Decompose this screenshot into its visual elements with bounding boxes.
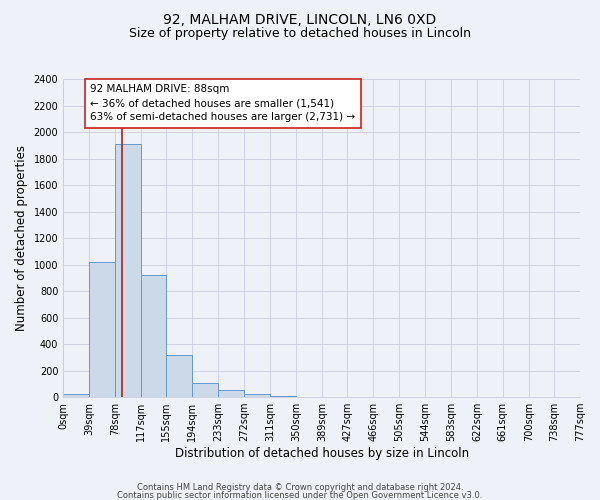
- Bar: [218, 390, 244, 397]
- Text: 92, MALHAM DRIVE, LINCOLN, LN6 0XD: 92, MALHAM DRIVE, LINCOLN, LN6 0XD: [163, 12, 437, 26]
- Text: 92 MALHAM DRIVE: 88sqm
← 36% of detached houses are smaller (1,541)
63% of semi-: 92 MALHAM DRIVE: 88sqm ← 36% of detached…: [91, 84, 356, 122]
- Bar: [141, 275, 166, 397]
- Text: Size of property relative to detached houses in Lincoln: Size of property relative to detached ho…: [129, 28, 471, 40]
- Text: Contains HM Land Registry data © Crown copyright and database right 2024.: Contains HM Land Registry data © Crown c…: [137, 483, 463, 492]
- X-axis label: Distribution of detached houses by size in Lincoln: Distribution of detached houses by size …: [175, 447, 469, 460]
- Bar: [166, 356, 192, 397]
- Bar: [244, 394, 270, 397]
- Bar: [115, 144, 141, 397]
- Y-axis label: Number of detached properties: Number of detached properties: [15, 145, 28, 331]
- Bar: [270, 396, 296, 397]
- Bar: [63, 394, 89, 397]
- Bar: [89, 262, 115, 397]
- Text: Contains public sector information licensed under the Open Government Licence v3: Contains public sector information licen…: [118, 490, 482, 500]
- Bar: [192, 383, 218, 397]
